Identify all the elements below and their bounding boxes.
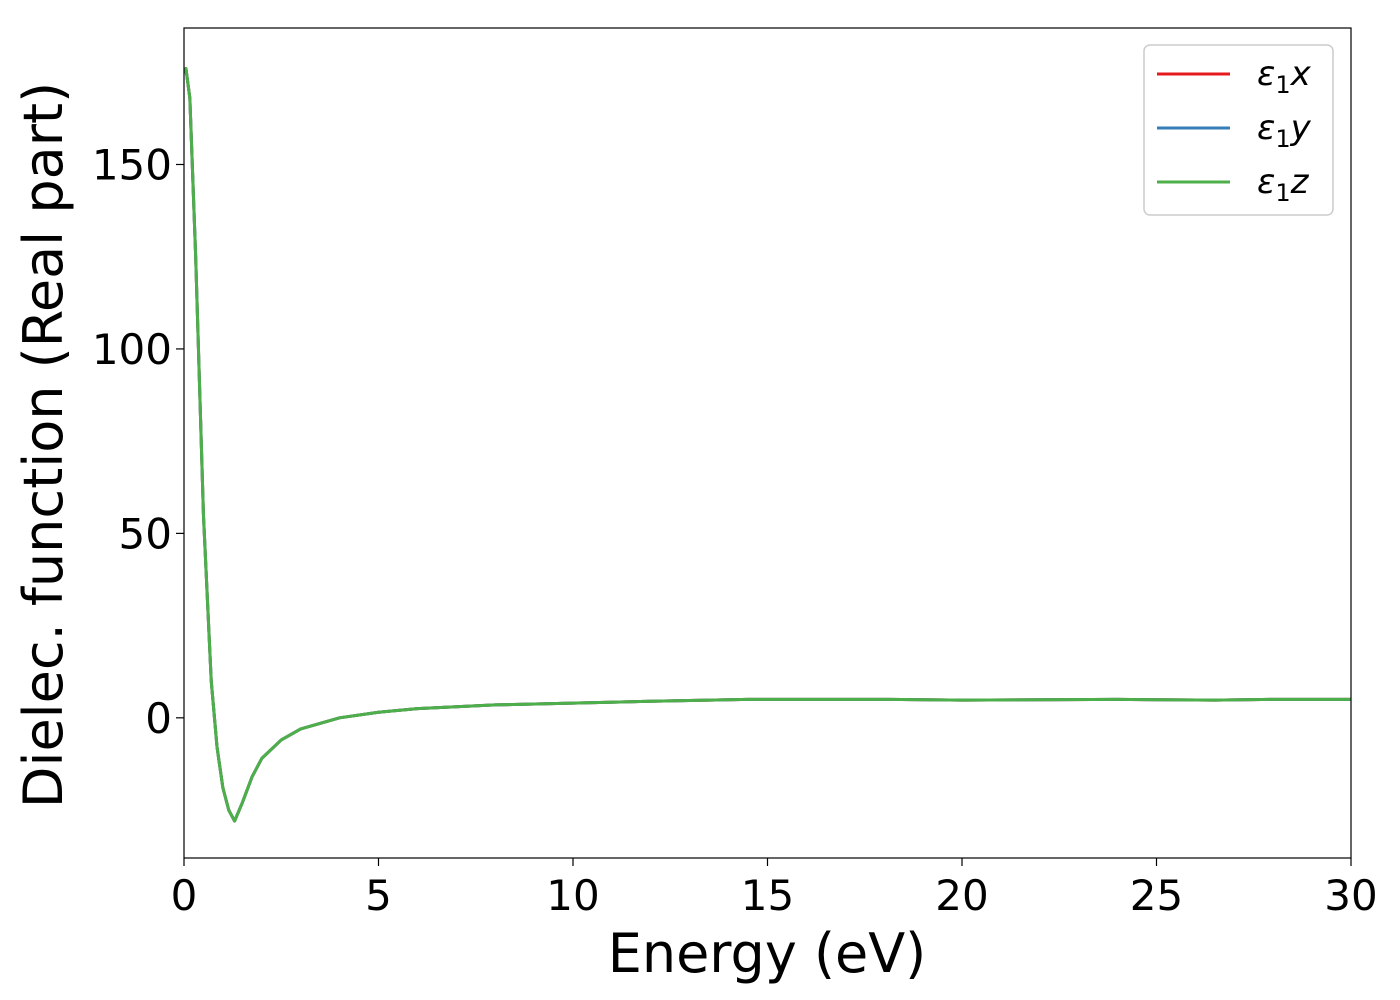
x-axis-ticks: 0 5 10 15 20 25 30	[171, 858, 1378, 920]
y-axis-ticks: 0 50 100 150	[92, 140, 184, 743]
legend: ε1x ε1y ε1z	[1143, 44, 1334, 216]
y-tick-label: 100	[92, 325, 172, 374]
legend-label-y: ε1y	[1257, 108, 1312, 153]
legend-entries: ε1x ε1y ε1z	[1157, 54, 1312, 207]
x-axis-label: Energy (eV)	[608, 922, 927, 985]
series-layer	[184, 67, 1351, 823]
x-tick-label: 0	[171, 871, 198, 920]
x-tick-label: 30	[1324, 871, 1377, 920]
y-tick-label: 50	[119, 509, 172, 558]
y-axis-label: Dielec. function (Real part)	[12, 82, 75, 808]
legend-box	[1143, 44, 1334, 216]
x-tick-label: 15	[741, 871, 794, 920]
legend-label-x: ε1x	[1257, 54, 1312, 99]
x-tick-label: 5	[365, 871, 392, 920]
y-tick-label: 0	[145, 694, 172, 743]
x-tick-label: 20	[935, 871, 988, 920]
y-tick-label: 150	[92, 140, 172, 189]
series-line-z	[184, 67, 1351, 823]
x-tick-label: 10	[546, 871, 599, 920]
legend-label-z: ε1z	[1257, 162, 1310, 207]
x-tick-label: 25	[1130, 871, 1183, 920]
